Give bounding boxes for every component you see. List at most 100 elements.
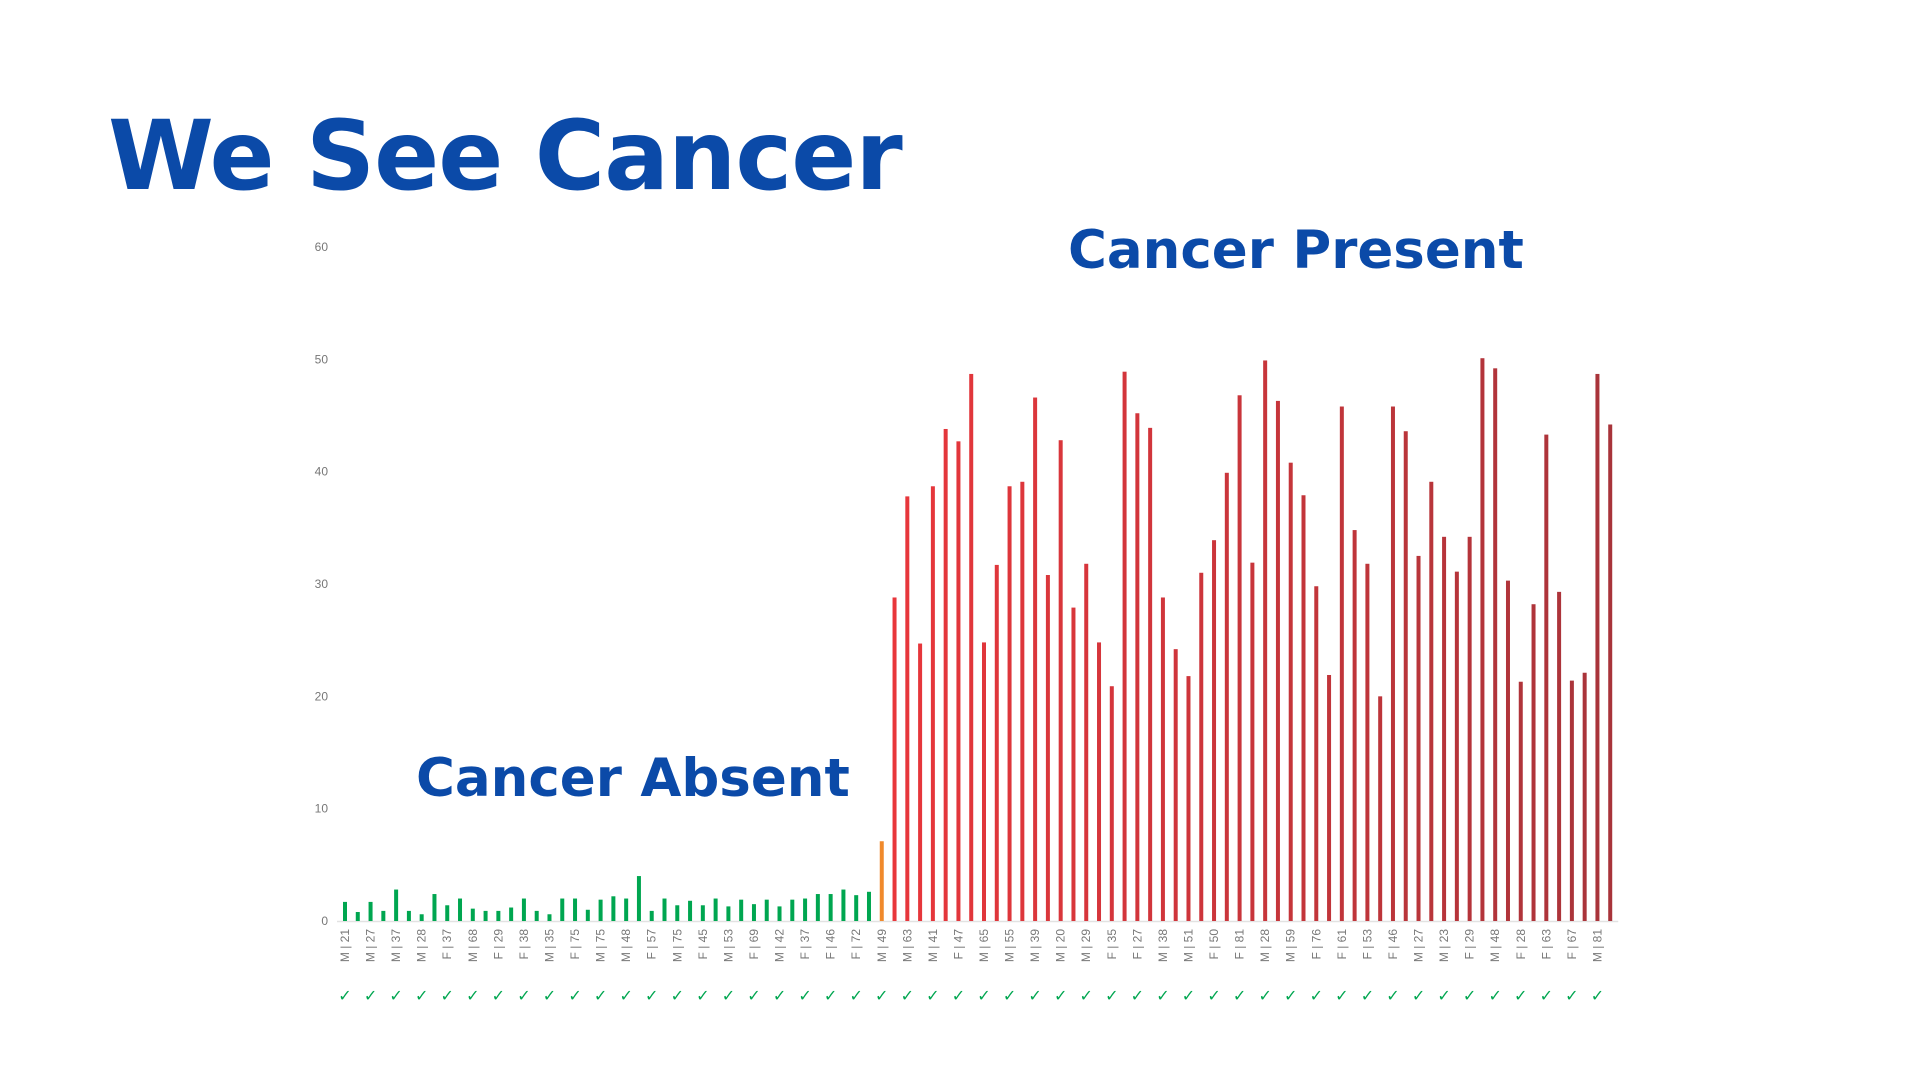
bar [1390, 406, 1395, 922]
bar [381, 910, 386, 921]
y-tick-label: 30 [315, 577, 329, 591]
bar [573, 898, 578, 921]
x-tick-label: M | 55 [1003, 929, 1017, 962]
x-tick-label: M | 37 [389, 929, 403, 962]
bar [854, 895, 859, 921]
bar [1378, 696, 1383, 921]
check-icon: ✓ [1437, 986, 1450, 1005]
bar [803, 898, 808, 921]
x-tick-label: F | 57 [645, 929, 659, 960]
check-icon: ✓ [492, 986, 505, 1005]
bar [355, 912, 360, 921]
x-tick-label: F | 46 [824, 929, 838, 960]
bar [1045, 575, 1050, 921]
bar [1416, 555, 1421, 921]
x-tick-label: F | 38 [517, 929, 531, 960]
bar [1263, 360, 1268, 921]
x-tick-label: M | 68 [466, 929, 480, 962]
bar [598, 899, 603, 921]
check-icon: ✓ [1412, 986, 1425, 1005]
y-tick-label: 20 [315, 689, 329, 703]
x-tick-label: M | 42 [773, 929, 787, 962]
bar [547, 914, 552, 921]
bar [1339, 406, 1344, 922]
bar [1365, 563, 1370, 921]
check-icon: ✓ [1335, 986, 1348, 1005]
check-icon: ✓ [1131, 986, 1144, 1005]
bar [1493, 368, 1498, 921]
x-tick-label: M | 38 [1156, 929, 1170, 962]
x-tick-label: M | 21 [338, 929, 352, 962]
check-icon: ✓ [1258, 986, 1271, 1005]
check-icon: ✓ [568, 986, 581, 1005]
check-icon: ✓ [645, 986, 658, 1005]
check-icon: ✓ [1284, 986, 1297, 1005]
bar [841, 889, 846, 921]
check-icon: ✓ [1591, 986, 1604, 1005]
x-tick-label: M | 27 [364, 929, 378, 962]
bar [930, 486, 935, 921]
bar [918, 643, 923, 921]
y-tick-label: 0 [321, 914, 328, 928]
bar [445, 905, 450, 921]
check-icon: ✓ [1207, 986, 1220, 1005]
bar [956, 441, 961, 921]
bar [1199, 572, 1204, 921]
check-icon: ✓ [1028, 986, 1041, 1005]
bar [1071, 607, 1076, 921]
bar [1557, 591, 1562, 921]
x-tick-label: M | 81 [1590, 929, 1604, 962]
y-tick-label: 60 [315, 240, 329, 254]
bar [982, 642, 986, 921]
x-tick-label: M | 35 [542, 929, 556, 962]
check-icon: ✓ [466, 986, 479, 1005]
bar [419, 914, 424, 921]
bar [866, 891, 871, 921]
y-tick-label: 40 [315, 465, 329, 479]
x-tick-label: F | 46 [1386, 929, 1400, 960]
bar [1352, 530, 1357, 921]
bar [1442, 536, 1447, 921]
bar [688, 900, 693, 921]
check-icon: ✓ [338, 986, 351, 1005]
check-icon: ✓ [543, 986, 556, 1005]
bar [1148, 427, 1153, 921]
bar [521, 898, 526, 921]
x-tick-label: F | 37 [440, 929, 454, 960]
x-tick-label: M | 51 [1181, 929, 1195, 962]
x-tick-label: F | 50 [1207, 929, 1221, 960]
bar [1595, 373, 1600, 922]
x-tick-label: M | 29 [1079, 929, 1093, 962]
x-tick-label: M | 48 [1488, 929, 1502, 962]
bar [496, 910, 501, 921]
check-icon: ✓ [1514, 986, 1527, 1005]
check-icon: ✓ [952, 986, 965, 1005]
bar [1467, 536, 1472, 921]
check-icon: ✓ [1054, 986, 1067, 1005]
bar [713, 898, 718, 921]
check-icon: ✓ [441, 986, 454, 1005]
bar [343, 901, 347, 921]
check-icon: ✓ [901, 986, 914, 1005]
bar [1097, 642, 1102, 921]
bar [1327, 674, 1332, 921]
bar [585, 909, 590, 921]
bar [1250, 562, 1255, 921]
check-icon: ✓ [849, 986, 862, 1005]
x-tick-label: M | 53 [721, 929, 735, 962]
bar [1212, 540, 1217, 921]
check-icon: ✓ [1463, 986, 1476, 1005]
x-tick-label: M | 65 [977, 929, 991, 962]
y-tick-label: 10 [315, 802, 329, 816]
check-icon: ✓ [415, 986, 428, 1005]
bar [560, 898, 565, 921]
bar [1288, 462, 1293, 921]
bar [406, 910, 411, 921]
bar [1314, 586, 1319, 921]
check-icon: ✓ [926, 986, 939, 1005]
annotation-cancer-absent: Cancer Absent [416, 748, 850, 809]
bar [1608, 424, 1613, 921]
bar [905, 496, 910, 921]
bar [394, 889, 399, 921]
